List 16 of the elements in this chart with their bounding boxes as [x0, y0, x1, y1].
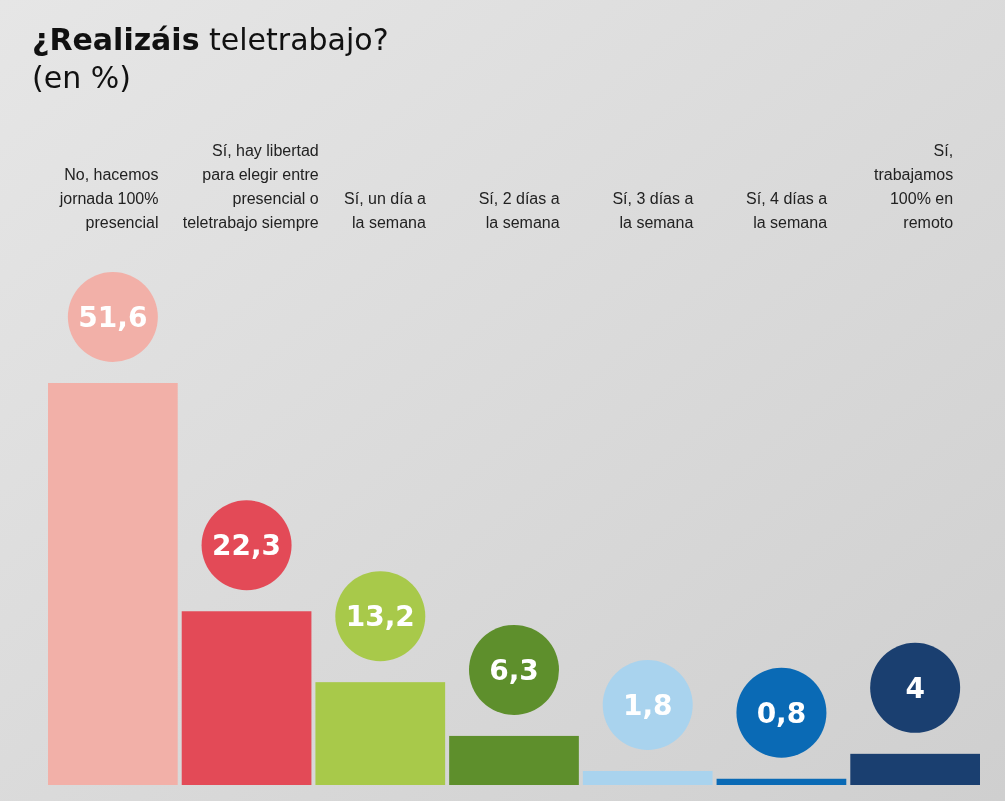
data-label: 22,3 [212, 529, 282, 563]
chart-title: ¿Realizáis teletrabajo? [32, 22, 389, 57]
chart-subtitle: (en %) [32, 60, 131, 95]
data-label: 0,8 [756, 696, 807, 730]
x-tick-label: Sí, hay libertad para elegir entre presencial o teletrabajo siempre [182, 142, 319, 231]
x-tick-label: Sí, 2 días a la semana [478, 190, 560, 231]
data-label: 1,8 [622, 688, 673, 722]
x-tick-label: No, hacemos jornada 100% presencial [58, 166, 159, 231]
x-tick-label: Sí, trabajamos 100% en remoto [873, 142, 954, 231]
data-label: 13,2 [345, 599, 415, 633]
x-tick-label: Sí, 3 días a la semana [612, 190, 694, 231]
data-label: 51,6 [78, 300, 148, 334]
x-tick-label: Sí, 4 días a la semana [746, 190, 828, 231]
data-label: 4 [905, 671, 925, 705]
data-label: 6,3 [489, 653, 539, 687]
x-tick-label: Sí, un día a la semana [344, 190, 426, 231]
